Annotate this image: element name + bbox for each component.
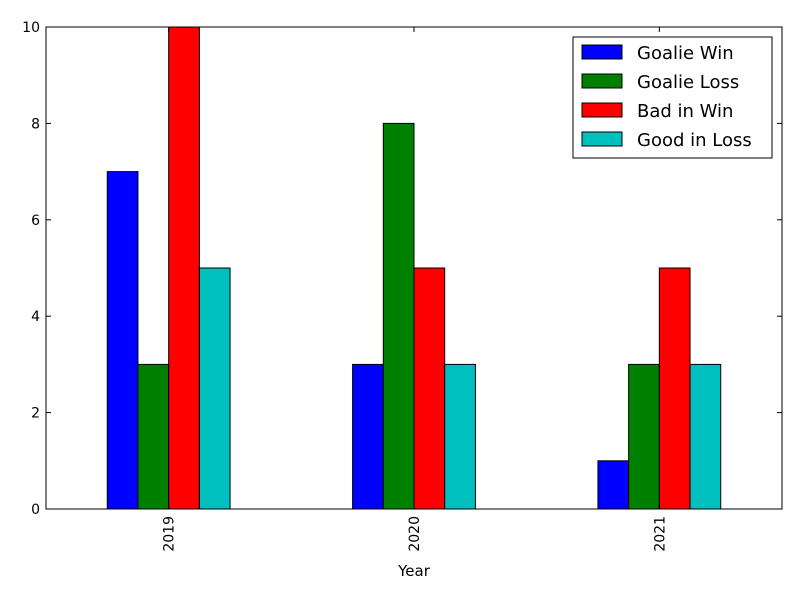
bar-goalie-win-2019 xyxy=(106,171,139,510)
y-tick-label: 2 xyxy=(31,406,40,422)
bar-bad-in-win-2019 xyxy=(168,26,200,510)
legend-label: Goalie Loss xyxy=(637,72,739,93)
legend-label: Goalie Win xyxy=(637,43,734,64)
bar-goalie-win-2020 xyxy=(352,363,384,510)
bar-goalie-loss-2019 xyxy=(137,363,170,510)
legend: Goalie Win Goalie Loss Bad in Win Good in L… xyxy=(572,36,773,159)
x-tick-label: 2021 xyxy=(652,516,668,552)
bar-bad-in-win-2021 xyxy=(658,267,691,510)
legend-swatch-bad-in-win xyxy=(581,102,623,118)
x-tick-label: 2020 xyxy=(407,516,423,552)
bar-good-in-loss-2019 xyxy=(198,267,231,510)
legend-swatch-goalie-loss xyxy=(581,73,623,89)
bar-goalie-loss-2021 xyxy=(628,363,660,510)
bar-goalie-loss-2020 xyxy=(382,122,415,510)
bar-bad-in-win-2020 xyxy=(413,267,446,510)
y-tick-label: 0 xyxy=(31,502,40,518)
bar-good-in-loss-2021 xyxy=(689,363,722,510)
legend-swatch-goalie-win xyxy=(581,44,623,60)
x-axis-label: Year xyxy=(397,562,431,580)
x-tick-label: 2019 xyxy=(162,516,178,552)
legend-swatch-good-in-loss xyxy=(581,131,623,147)
legend-label: Good in Loss xyxy=(637,130,752,151)
y-tick-label: 6 xyxy=(31,213,40,229)
y-axis: 0 2 4 6 8 10 xyxy=(22,20,782,518)
legend-label: Bad in Win xyxy=(637,101,733,122)
y-tick-label: 8 xyxy=(31,116,40,132)
y-tick-label: 4 xyxy=(31,309,40,325)
x-axis: 2019 2020 2021 xyxy=(162,27,668,552)
bar-goalie-win-2021 xyxy=(597,460,630,510)
y-tick-label: 10 xyxy=(22,20,40,36)
bar-good-in-loss-2020 xyxy=(444,363,476,510)
